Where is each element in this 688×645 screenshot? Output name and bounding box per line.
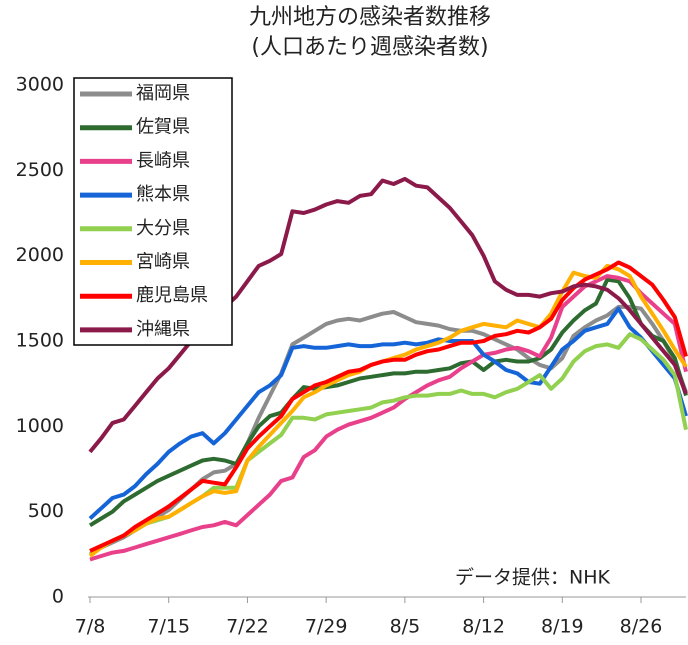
legend-label: 長崎県 [136,150,190,171]
legend-label: 沖縄県 [136,319,190,340]
legend-label: 大分県 [136,218,190,239]
series-line [88,277,688,528]
x-tick-label: 7/15 [147,616,190,638]
legend-label: 宮崎県 [136,252,190,273]
x-tick-label: 8/26 [620,616,663,638]
x-tick-label: 8/19 [541,616,584,638]
annotation: データ提供：NHK [455,567,611,589]
y-tick-label: 2000 [16,244,64,266]
y-tick-label: 1000 [16,415,64,437]
x-tick-label: 8/12 [462,616,505,638]
legend-label: 熊本県 [136,184,190,205]
x-tick-label: 7/8 [75,616,106,638]
y-tick-label: 0 [52,586,64,608]
y-tick-label: 2500 [16,159,64,181]
chart-subtitle: (人口あたり週感染者数) [251,35,488,60]
y-tick-label: 1500 [16,330,64,352]
legend-label: 鹿児島県 [136,285,208,306]
series-line [89,260,688,553]
series-line [88,306,688,520]
legend-label: 福岡県 [136,83,190,104]
chart-title: 九州地方の感染者数推移 [249,5,491,30]
y-tick-label: 3000 [16,74,64,96]
legend-label: 佐賀県 [136,117,190,138]
x-tick-label: 7/29 [305,616,348,638]
x-tick-label: 8/5 [390,616,421,638]
x-tick-label: 7/22 [226,616,269,638]
y-tick-label: 500 [28,500,64,522]
legend-box [73,77,233,346]
